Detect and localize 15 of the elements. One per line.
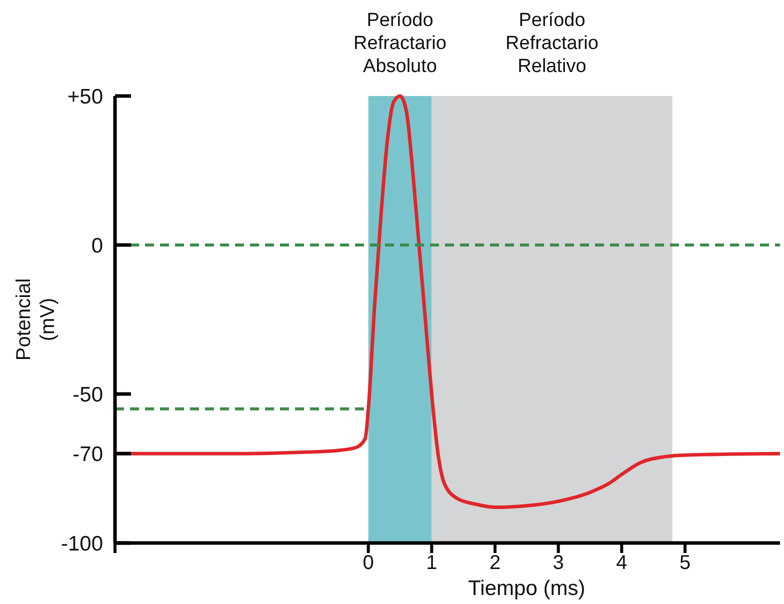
x-tick-label: 4: [616, 552, 628, 574]
x-tick-label: 1: [426, 552, 438, 574]
y-tick-label: +50: [67, 85, 103, 108]
band-label: Período Refractario Absoluto: [354, 10, 446, 77]
x-axis-title: Tiempo (ms): [468, 577, 586, 600]
x-tick-label: 0: [362, 552, 374, 574]
y-tick-label: 0: [91, 234, 103, 258]
x-tick-label: 2: [489, 552, 501, 574]
x-tick-label: 3: [552, 552, 564, 574]
x-tick-label: 5: [679, 552, 691, 574]
band-label: Período Refractario Relativo: [506, 10, 598, 77]
y-axis-title: Potencial (mV): [13, 278, 59, 361]
y-tick-label: -70: [72, 442, 103, 466]
y-tick-label: -100: [60, 532, 103, 556]
y-tick-label: -50: [72, 383, 103, 406]
